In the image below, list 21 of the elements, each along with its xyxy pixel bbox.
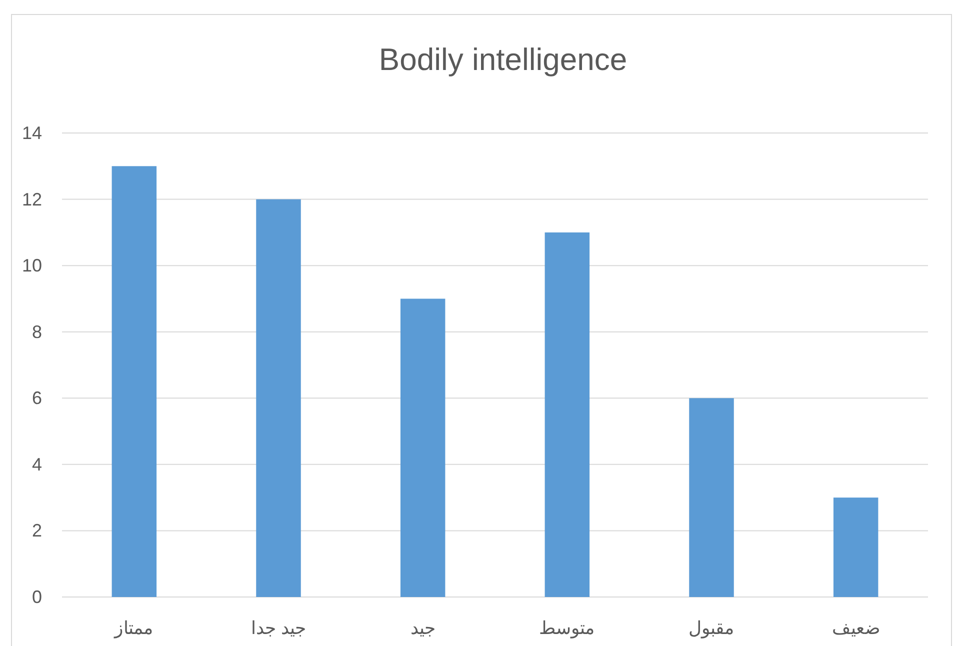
x-tick-label: جيد: [410, 618, 436, 638]
y-tick-label: 2: [32, 520, 42, 541]
y-tick-label: 14: [22, 123, 42, 143]
x-tick-label: ممتاز: [114, 618, 154, 639]
bar: [112, 166, 157, 597]
y-tick-label: 10: [22, 256, 42, 276]
bar: [833, 498, 878, 597]
chart-title: Bodily intelligence: [378, 42, 628, 77]
y-tick-label: 4: [32, 454, 42, 474]
bar: [689, 398, 734, 597]
x-tick-label: مقبول: [688, 618, 734, 639]
bar: [256, 199, 301, 597]
y-tick-label: 0: [32, 587, 42, 607]
bar: [544, 232, 590, 597]
y-tick-label: 8: [32, 322, 42, 342]
y-tick-label: 12: [22, 189, 42, 210]
bar: [400, 298, 446, 597]
x-tick-label: ضعيف: [832, 618, 880, 638]
x-tick-label: متوسط: [539, 618, 596, 639]
y-tick-label: 6: [32, 388, 42, 408]
x-tick-label: جيد جدا: [250, 618, 306, 638]
